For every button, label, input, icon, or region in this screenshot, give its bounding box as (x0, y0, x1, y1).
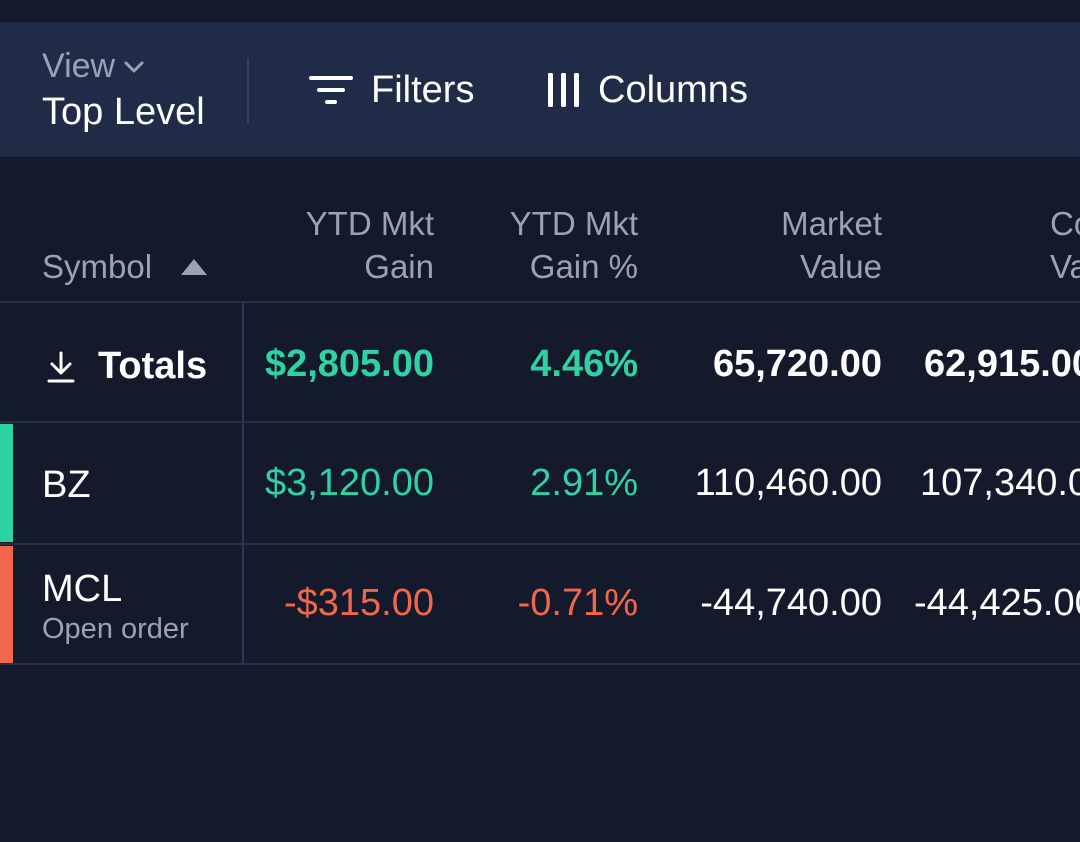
filters-button[interactable]: Filters (307, 66, 474, 114)
frozen-column-divider (242, 303, 244, 421)
row-divider (0, 663, 1080, 665)
row-symbol: MCL (42, 568, 123, 610)
ytd-mkt-gain-pct-header-line2: Gain % (529, 248, 638, 285)
totals-market-value: 65,720.00 (712, 343, 882, 385)
filter-icon (309, 76, 353, 104)
toolbar-divider (247, 58, 249, 124)
table-row-mcl-symbol-cell[interactable]: MCL Open order (42, 566, 189, 646)
totals-cost-value: 62,915.00 (924, 343, 1080, 385)
totals-label-cell[interactable]: Totals (46, 345, 207, 388)
row-ytd-mkt-gain-pct: -0.71% (517, 582, 638, 624)
row-cost-value: -44,425.00 (914, 582, 1080, 624)
column-header-ytd-mkt-gain[interactable]: YTD Mkt Gain (250, 202, 434, 288)
row-accent-bar-mcl (0, 546, 13, 663)
row-divider (0, 543, 1080, 545)
columns-icon (548, 73, 579, 107)
chevron-down-icon (124, 61, 144, 73)
row-market-value: 110,460.00 (694, 462, 882, 504)
row-cost-value-clip: -44,425.00 (900, 579, 1080, 631)
frozen-column-divider (242, 545, 244, 664)
totals-label: Totals (98, 345, 208, 387)
row-divider (0, 421, 1080, 423)
symbol-header-label: Symbol (42, 248, 153, 285)
row-market-value: -44,740.00 (700, 582, 882, 624)
totals-ytd-mkt-gain: $2,805.00 (264, 343, 434, 385)
top-strip (0, 0, 1080, 22)
columns-button[interactable]: Columns (546, 66, 748, 114)
column-header-cost-value[interactable]: Cost Value (1050, 202, 1080, 288)
columns-label: Columns (598, 68, 748, 111)
table-row-bz-symbol-cell[interactable]: BZ (42, 462, 91, 508)
frozen-column-divider (242, 423, 244, 543)
row-cost-value-clip: 107,340.00 (900, 459, 1080, 511)
positions-table: Symbol YTD Mkt Gain YTD Mkt Gain % Marke… (0, 157, 1080, 842)
column-header-symbol[interactable]: Symbol (42, 245, 208, 288)
column-header-cost-value-clip: Cost Value (900, 202, 1080, 292)
column-header-ytd-mkt-gain-pct[interactable]: YTD Mkt Gain % (450, 202, 638, 288)
row-cost-value: 107,340.00 (920, 462, 1080, 504)
ytd-mkt-gain-pct-header-line1: YTD Mkt (509, 205, 638, 242)
view-label: View (42, 47, 116, 85)
market-value-header-line1: Market (781, 205, 882, 242)
row-order-status: Open order (42, 613, 189, 645)
totals-cost-value-clip: 62,915.00 (900, 340, 1080, 392)
totals-ytd-mkt-gain-pct: 4.46% (530, 343, 638, 385)
view-selector[interactable]: View Top Level (42, 46, 205, 135)
row-ytd-mkt-gain-pct: 2.91% (530, 462, 638, 504)
toolbar: View Top Level Filters Columns (0, 22, 1080, 157)
cost-value-header-line1: Cost (1050, 205, 1080, 242)
ytd-mkt-gain-header-line2: Gain (364, 248, 434, 285)
column-header-market-value[interactable]: Market Value (660, 202, 882, 288)
row-ytd-mkt-gain: $3,120.00 (264, 462, 434, 504)
row-accent-bar-bz (0, 424, 13, 542)
filters-label: Filters (371, 68, 475, 111)
download-icon (47, 351, 75, 382)
sort-ascending-icon (181, 258, 208, 275)
row-symbol: BZ (42, 464, 91, 506)
totals-ytd-gain-clip: $2,805.00 (244, 340, 434, 392)
header-divider (0, 301, 1080, 303)
ytd-mkt-gain-header-line1: YTD Mkt (305, 205, 434, 242)
view-value: Top Level (42, 91, 205, 133)
row-ytd-mkt-gain: -$315.00 (283, 582, 434, 624)
market-value-header-line2: Value (800, 248, 882, 285)
view-caption: View (42, 46, 205, 86)
cost-value-header-line2: Value (1050, 248, 1080, 285)
